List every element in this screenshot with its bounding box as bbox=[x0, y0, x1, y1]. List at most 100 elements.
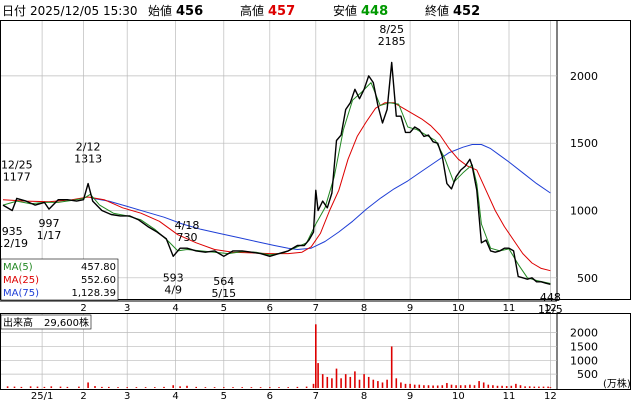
header-bar: 日付 2025/12/05 15:30 始値 456 高値 457 安値 448… bbox=[2, 3, 480, 19]
month-label-top: 4 bbox=[172, 303, 178, 314]
annotation-value: 1177 bbox=[3, 171, 31, 184]
volume-bar bbox=[436, 385, 439, 388]
volume-bar bbox=[144, 387, 147, 388]
volume-bar bbox=[117, 387, 119, 388]
volume-bar bbox=[464, 385, 467, 388]
volume-bar bbox=[213, 387, 216, 388]
volume-bar bbox=[195, 386, 197, 388]
month-label-top: 9 bbox=[407, 303, 413, 314]
annotation-value: 593 bbox=[163, 271, 184, 284]
volume-bar bbox=[349, 376, 352, 388]
month-label-bottom: 4 bbox=[172, 391, 178, 400]
month-label-bottom: 6 bbox=[267, 391, 273, 400]
volume-bar bbox=[515, 383, 517, 388]
annotation-date: 12/5 bbox=[538, 303, 563, 316]
volume-bar bbox=[59, 386, 62, 388]
volume-bar bbox=[469, 384, 471, 388]
volume-bar bbox=[259, 387, 262, 388]
price-tick-label: 500 bbox=[577, 272, 598, 285]
volume-bar bbox=[372, 379, 375, 388]
volume-bar bbox=[6, 386, 9, 388]
volume-bar bbox=[367, 376, 370, 388]
volume-bar bbox=[400, 382, 402, 388]
month-label-bottom: 11 bbox=[503, 391, 516, 400]
volume-tick-label: 1000 bbox=[570, 354, 598, 367]
open-value: 456 bbox=[176, 4, 203, 19]
volume-bar bbox=[404, 383, 407, 388]
volume-bar bbox=[278, 387, 280, 388]
volume-bar bbox=[94, 386, 96, 388]
annotation-date: 12/25 bbox=[1, 159, 33, 172]
volume-bar bbox=[386, 379, 388, 388]
volume-bar bbox=[533, 386, 536, 388]
volume-bar bbox=[549, 387, 552, 388]
volume-bar bbox=[29, 386, 32, 388]
open-label: 始値 bbox=[148, 3, 172, 18]
volume-bar bbox=[542, 386, 545, 388]
legend-ma75-label: MA(75) bbox=[3, 288, 39, 299]
volume-bar bbox=[377, 381, 379, 388]
volume-bar bbox=[450, 384, 453, 388]
volume-bar bbox=[455, 385, 457, 388]
volume-bar bbox=[413, 384, 416, 388]
annotation-date: 2/12 bbox=[76, 140, 101, 153]
volume-bar bbox=[354, 371, 356, 388]
month-label-bottom: 9 bbox=[407, 391, 413, 400]
volume-bar bbox=[108, 386, 110, 388]
volume-bar bbox=[269, 387, 271, 388]
month-label-top: 12 bbox=[544, 303, 557, 314]
volume-bar bbox=[312, 383, 315, 388]
date-value: 2025/12/05 15:30 bbox=[30, 4, 138, 18]
volume-bar bbox=[186, 385, 188, 388]
volume-bar bbox=[418, 384, 421, 388]
price-line bbox=[2, 61, 551, 285]
volume-bar bbox=[172, 385, 174, 388]
volume-bar bbox=[482, 382, 485, 388]
volume-bar bbox=[315, 324, 317, 388]
volume-bar bbox=[432, 385, 434, 388]
volume-bar bbox=[43, 386, 46, 388]
ma75-line bbox=[92, 144, 551, 250]
close-label: 終値 bbox=[425, 3, 449, 18]
month-label-bottom: 2 bbox=[80, 391, 86, 400]
annotation-value: 730 bbox=[177, 231, 198, 244]
volume-bar bbox=[287, 387, 289, 388]
volume-bar bbox=[163, 386, 165, 388]
volume-bar bbox=[20, 386, 23, 388]
volume-tick-label: 1500 bbox=[570, 340, 598, 353]
volume-bar bbox=[296, 386, 299, 388]
volume-bar bbox=[232, 387, 234, 388]
annotation-value: 448 bbox=[540, 291, 561, 304]
volume-bars bbox=[6, 324, 552, 388]
volume-bar bbox=[478, 381, 480, 388]
legend-ma5-label: MA(5) bbox=[3, 262, 33, 273]
month-label-bottom: 10 bbox=[452, 391, 465, 400]
volume-value: 29,600株 bbox=[44, 316, 89, 329]
volume-bar bbox=[358, 379, 361, 388]
ma25-line bbox=[2, 102, 551, 272]
month-label-top: 3 bbox=[124, 303, 130, 314]
annotation-date: 8/25 bbox=[379, 23, 404, 36]
month-label-bottom: 5 bbox=[221, 391, 227, 400]
volume-bar bbox=[331, 378, 333, 388]
price-tick-label: 1000 bbox=[570, 204, 598, 217]
annotation-date: 1/17 bbox=[37, 229, 62, 242]
volume-bar bbox=[363, 374, 365, 388]
series-lines bbox=[2, 61, 551, 285]
volume-label: 出来高 bbox=[3, 316, 33, 329]
volume-bar bbox=[501, 385, 503, 388]
close-value: 452 bbox=[453, 4, 480, 19]
price-tick-label: 1500 bbox=[570, 137, 598, 150]
volume-bar bbox=[423, 385, 425, 388]
volume-bar bbox=[335, 368, 338, 388]
high-value: 457 bbox=[268, 4, 295, 19]
volume-bar bbox=[340, 378, 342, 388]
volume-bar bbox=[538, 386, 540, 388]
annotation-date: 4/9 bbox=[164, 283, 182, 296]
volume-bar bbox=[344, 374, 347, 388]
volume-unit: (万株) bbox=[603, 377, 631, 390]
volume-bar bbox=[305, 386, 308, 388]
annotation-value: 2185 bbox=[378, 35, 406, 48]
volume-bar bbox=[326, 376, 329, 388]
volume-bar bbox=[395, 378, 398, 388]
